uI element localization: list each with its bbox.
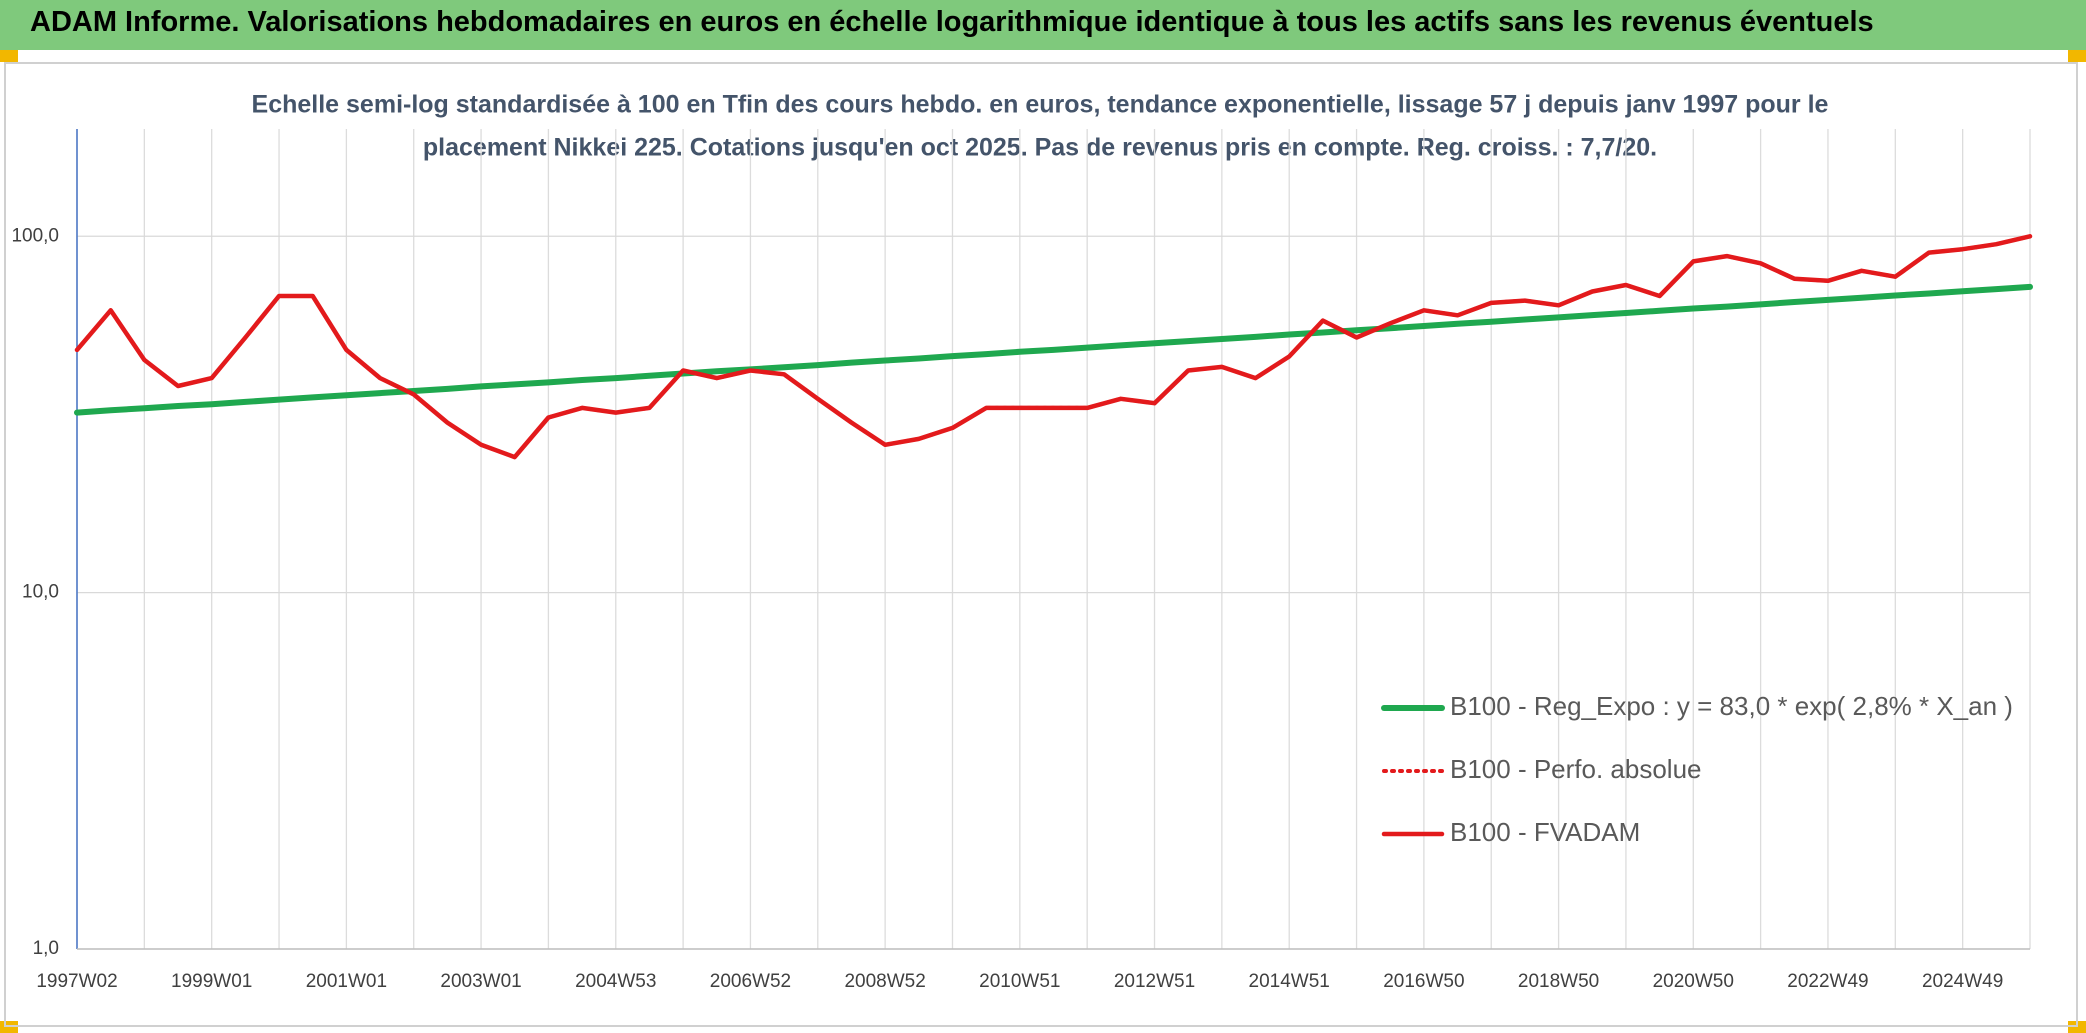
- x-tick-label: 2016W50: [1383, 971, 1464, 992]
- series-line: [75, 234, 2032, 460]
- x-tick-label: 2003W01: [440, 971, 521, 992]
- corner: [2068, 1021, 2086, 1033]
- x-tick-label: 2001W01: [306, 971, 387, 992]
- chart-subtitle: placement Nikkei 225. Cotations jusqu'en…: [423, 134, 1657, 162]
- legend-label: B100 - FVADAM: [1450, 817, 1640, 847]
- corner: [2068, 50, 2086, 62]
- legend-label: B100 - Reg_Expo : y = 83,0 * exp( 2,8% *…: [1450, 691, 2013, 721]
- x-tick-label: 2018W50: [1518, 971, 1599, 992]
- x-tick-label: 2008W52: [844, 971, 925, 992]
- x-tick-label: 2004W53: [575, 971, 656, 992]
- x-tick-label: 2014W51: [1249, 971, 1330, 992]
- x-tick-label: 1999W01: [171, 971, 252, 992]
- x-tick-label: 2020W50: [1653, 971, 1734, 992]
- y-tick-label: 10,0: [22, 582, 59, 603]
- chart-subtitle: Echelle semi-log standardisée à 100 en T…: [252, 91, 1829, 119]
- legend-label: B100 - Perfo. absolue: [1450, 754, 1702, 784]
- page-title: ADAM Informe. Valorisations hebdomadaire…: [30, 6, 1874, 38]
- series-line: [74, 283, 2033, 416]
- x-tick-label: 2006W52: [710, 971, 791, 992]
- x-tick-label: 2012W51: [1114, 971, 1195, 992]
- title-bar: ADAM Informe. Valorisations hebdomadaire…: [0, 0, 2086, 50]
- y-tick-label: 1,0: [33, 938, 59, 959]
- x-tick-label: 1997W02: [36, 971, 117, 992]
- y-tick-label: 100,0: [11, 225, 59, 246]
- x-tick-label: 2010W51: [979, 971, 1060, 992]
- chart-panel: [4, 62, 2078, 1027]
- x-tick-label: 2024W49: [1922, 971, 2003, 992]
- corner: [0, 50, 18, 62]
- x-tick-label: 2022W49: [1787, 971, 1868, 992]
- series-line: [74, 234, 2033, 460]
